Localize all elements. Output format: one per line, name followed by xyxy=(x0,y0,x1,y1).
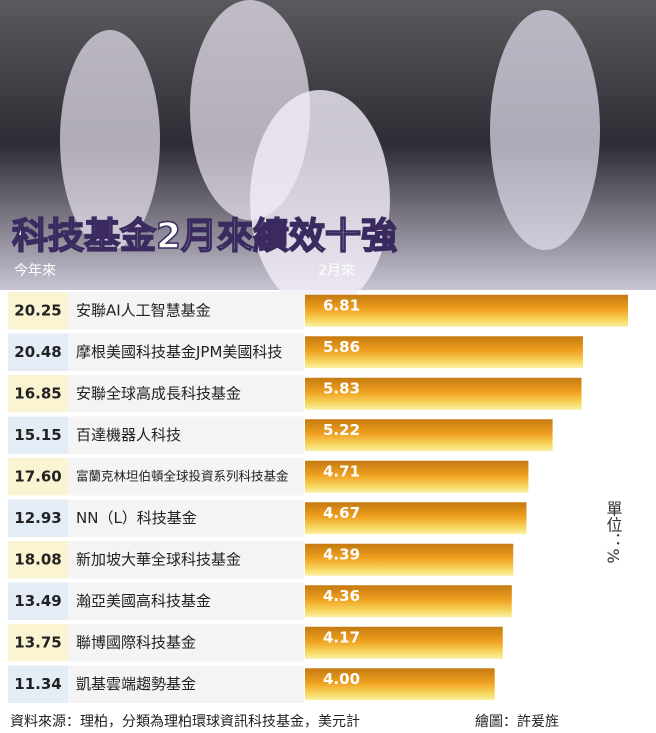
unit-label: 單位：% xyxy=(604,500,623,563)
name-cell xyxy=(68,375,304,413)
name-cell xyxy=(68,499,304,537)
ytd-cell xyxy=(8,416,68,454)
column-header: 2月來 xyxy=(318,263,355,279)
ytd-cell xyxy=(8,499,68,537)
column-header: 今年來 xyxy=(14,263,56,279)
ytd-value: 17.60 xyxy=(14,467,61,485)
ytd-cell xyxy=(8,333,68,371)
name-cell xyxy=(68,582,304,620)
robot-shape xyxy=(490,10,600,250)
ytd-value: 11.34 xyxy=(14,675,61,693)
value-label: 4.71 xyxy=(323,462,360,480)
value-label: 4.17 xyxy=(323,628,360,646)
ytd-cell xyxy=(8,624,68,662)
value-label: 5.83 xyxy=(323,379,360,397)
name-cell xyxy=(68,624,304,662)
ytd-value: 13.75 xyxy=(14,633,61,651)
name-cell xyxy=(68,292,304,330)
robot-shape xyxy=(250,90,390,310)
bar xyxy=(305,543,514,576)
bar xyxy=(305,585,512,618)
ytd-cell xyxy=(8,665,68,703)
bar xyxy=(305,377,582,410)
value-label: 5.22 xyxy=(323,421,360,439)
name-cell xyxy=(68,458,304,496)
robot-shape xyxy=(60,30,160,250)
value-label: 6.81 xyxy=(323,296,360,314)
fund-name: 百達機器人科技 xyxy=(76,426,181,444)
ytd-cell xyxy=(8,541,68,579)
bar xyxy=(305,294,628,327)
fund-name: 摩根美國科技基金JPM美國科技 xyxy=(76,343,282,361)
source: 資料來源：理柏，分類為理柏環球資訊科技基金，美元計 xyxy=(10,713,360,730)
bar xyxy=(305,460,529,493)
fund-name: 安聯全球高成長科技基金 xyxy=(76,384,241,402)
bar xyxy=(305,626,503,659)
ytd-cell xyxy=(8,292,68,330)
fund-name: 安聯AI人工智慧基金 xyxy=(76,301,211,319)
chart-title: 科技基金2月來績效十強 xyxy=(12,215,397,257)
ytd-value: 13.49 xyxy=(14,592,61,610)
fund-name: 聯博國際科技基金 xyxy=(76,633,196,651)
fund-name: 新加坡大華全球科技基金 xyxy=(76,550,241,568)
ytd-value: 15.15 xyxy=(14,426,61,444)
ytd-value: 16.85 xyxy=(14,384,61,402)
value-label: 4.36 xyxy=(323,587,360,605)
value-label: 4.39 xyxy=(323,545,360,563)
ytd-value: 12.93 xyxy=(14,509,61,527)
value-label: 4.67 xyxy=(323,504,360,522)
value-label: 5.86 xyxy=(323,338,360,356)
name-cell xyxy=(68,333,304,371)
ytd-value: 20.48 xyxy=(14,343,61,361)
name-cell xyxy=(68,541,304,579)
fund-name: 凱基雲端趨勢基金 xyxy=(76,675,196,693)
ytd-cell xyxy=(8,458,68,496)
bar xyxy=(305,419,553,452)
ytd-value: 18.08 xyxy=(14,550,61,568)
fund-name: NN（L）科技基金 xyxy=(76,509,197,527)
fund-name: 富蘭克林坦伯頓全球投資系列科技基金 xyxy=(76,468,289,483)
bar xyxy=(305,502,527,535)
ytd-cell xyxy=(8,375,68,413)
value-label: 4.00 xyxy=(323,670,360,688)
credit: 繪圖：許爰旌 xyxy=(475,713,559,730)
name-cell xyxy=(68,416,304,454)
name-cell xyxy=(68,665,304,703)
bar xyxy=(305,668,495,701)
fund-name: 瀚亞美國高科技基金 xyxy=(76,592,211,610)
ytd-cell xyxy=(8,582,68,620)
bar xyxy=(305,336,583,369)
ytd-value: 20.25 xyxy=(14,301,61,319)
